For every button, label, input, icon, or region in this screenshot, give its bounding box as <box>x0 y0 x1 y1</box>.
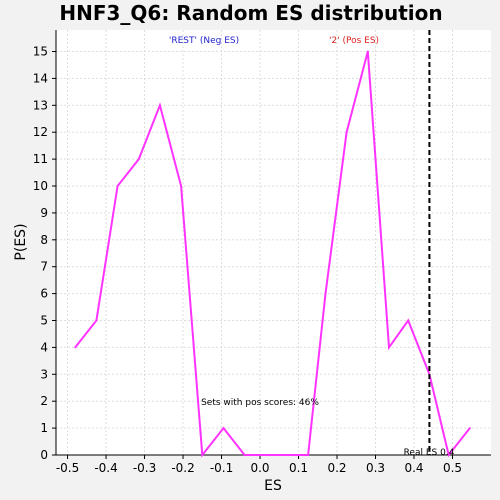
data-point-0-18 <box>447 454 450 456</box>
data-point-0-9 <box>264 454 267 456</box>
x-tick-label-2: -0.3 <box>133 461 156 475</box>
data-point-0-3 <box>137 158 140 161</box>
y-tick-label-11: 11 <box>33 152 48 166</box>
data-point-0-1 <box>95 319 98 322</box>
x-tick-label-1: -0.4 <box>94 461 117 475</box>
y-tick-label-4: 4 <box>40 340 48 354</box>
y-tick-label-14: 14 <box>33 71 48 85</box>
x-tick-label-0: -0.5 <box>56 461 79 475</box>
series-line-0 <box>74 51 471 458</box>
data-point-0-2 <box>116 185 119 188</box>
y-tick-label-6: 6 <box>40 287 48 301</box>
x-tick-label-6: 0.1 <box>289 461 308 475</box>
data-point-0-16 <box>407 319 410 322</box>
y-tick-label-10: 10 <box>33 179 48 193</box>
y-tick-label-12: 12 <box>33 125 48 139</box>
data-point-0-15 <box>387 346 390 349</box>
y-tick-label-15: 15 <box>33 45 48 59</box>
data-point-0-13 <box>345 131 348 134</box>
x-tick-label-3: -0.2 <box>171 461 194 475</box>
plot-area <box>56 30 491 455</box>
y-axis-label: P(ES) <box>13 223 29 260</box>
y-tick-label-0: 0 <box>40 448 48 462</box>
x-tick-label-5: 0.0 <box>250 461 269 475</box>
y-tick-label-1: 1 <box>40 421 48 435</box>
data-point-0-12 <box>324 292 327 295</box>
y-tick-label-13: 13 <box>33 98 48 112</box>
pos-es-label: '2' (Pos ES) <box>329 36 379 46</box>
data-point-0-11 <box>307 454 310 456</box>
x-tick-label-10: 0.5 <box>443 461 462 475</box>
data-point-0-6 <box>201 454 204 456</box>
x-tick-label-4: -0.1 <box>210 461 233 475</box>
data-point-0-19 <box>468 427 471 430</box>
x-axis-label: ES <box>264 478 282 494</box>
x-tick-label-9: 0.4 <box>404 461 423 475</box>
real-es-label: Real ES 0.4 <box>404 448 455 458</box>
data-point-0-4 <box>158 104 161 107</box>
y-tick-label-2: 2 <box>40 394 48 408</box>
chart-title: HNF3_Q6: Random ES distribution <box>59 1 442 25</box>
data-point-0-10 <box>285 454 288 456</box>
x-ticks: -0.5 -0.4 -0.3 -0.2 -0.1 0.0 0.1 0.2 0.3 0.4 0.5 <box>56 455 462 475</box>
y-tick-label-3: 3 <box>40 367 48 381</box>
data-point-0-8 <box>243 454 246 456</box>
neg-es-label: 'REST' (Neg ES) <box>169 36 239 46</box>
data-point-0-14 <box>366 50 369 53</box>
data-point-0-7 <box>222 427 225 430</box>
grid <box>56 30 491 456</box>
data-point-0-5 <box>180 185 183 188</box>
y-tick-label-7: 7 <box>40 260 48 274</box>
x-tick-label-7: 0.2 <box>327 461 346 475</box>
data-point-0-0 <box>74 346 77 349</box>
y-tick-label-9: 9 <box>40 206 48 220</box>
y-tick-label-5: 5 <box>40 314 48 328</box>
pos-scores-note: Sets with pos scores: 46% <box>201 398 319 408</box>
y-tick-label-8: 8 <box>40 233 48 247</box>
series-layer <box>74 50 471 458</box>
x-tick-label-8: 0.3 <box>366 461 385 475</box>
